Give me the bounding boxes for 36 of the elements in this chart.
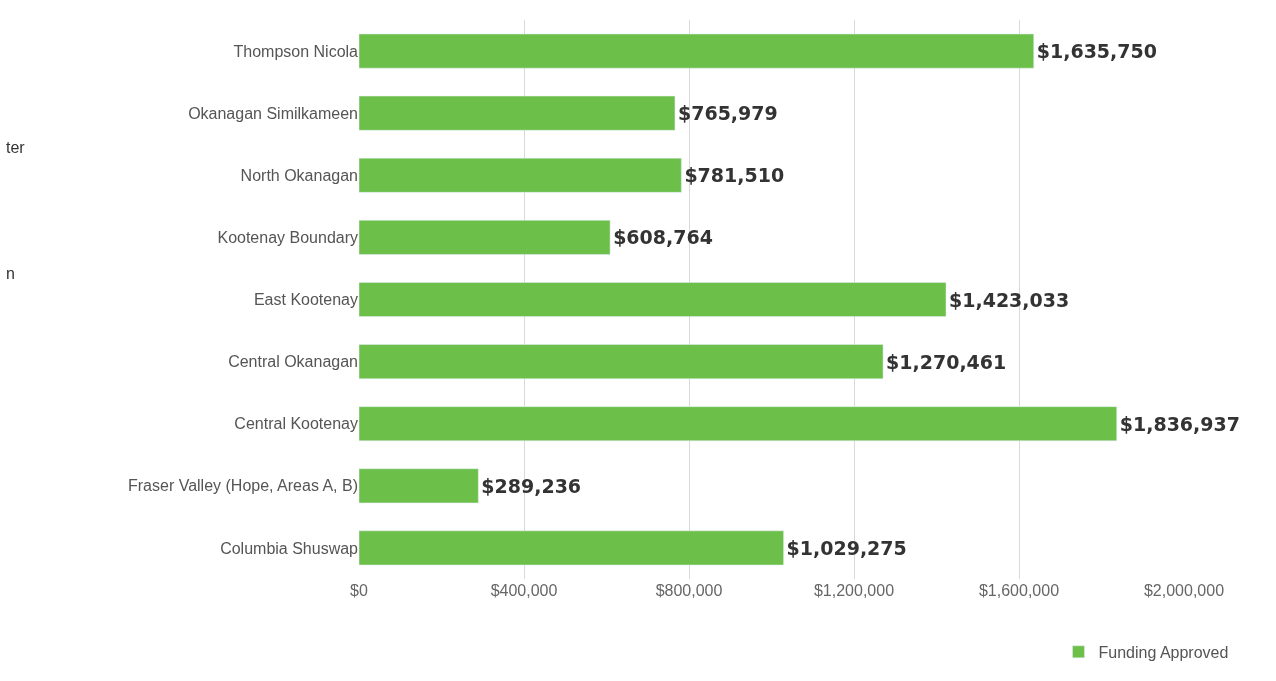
data-label: $1,029,275 (786, 536, 907, 559)
bar (359, 406, 1117, 442)
x-tick-label: $1,200,000 (813, 582, 895, 599)
bar (359, 157, 682, 193)
data-label: $1,836,937 (1119, 412, 1240, 435)
legend-label: Funding Approved (1098, 644, 1229, 662)
data-label: $781,510 (684, 164, 785, 187)
y-tick-label: Fraser Valley (Hope, Areas A, B) (127, 477, 358, 495)
data-label: $765,979 (677, 102, 778, 125)
bar (359, 468, 479, 504)
data-label: $608,764 (613, 226, 713, 249)
y-tick-label: Central Okanagan (228, 353, 358, 371)
y-tick-label: North Okanagan (240, 166, 358, 184)
data-label: $1,635,750 (1036, 40, 1157, 63)
data-label: $1,270,461 (886, 350, 1007, 373)
x-tick-label: $800,000 (655, 582, 723, 599)
y-tick-label: Okanagan Similkameen (188, 104, 358, 122)
y-tick-label: Central Kootenay (234, 415, 358, 433)
y-tick-label: Columbia Shuswap (220, 539, 359, 557)
bar (359, 530, 784, 566)
x-tick-label: $1,600,000 (978, 582, 1060, 599)
text: n (6, 265, 15, 282)
text: ter (6, 139, 26, 156)
x-tick-label: $400,000 (490, 582, 558, 599)
data-label: $289,236 (481, 474, 582, 497)
bar (359, 33, 1034, 69)
x-tick-label: $2,000,000 (1143, 582, 1225, 599)
y-tick-label: Kootenay Boundary (217, 228, 358, 246)
data-label: $1,423,033 (949, 288, 1070, 311)
bar (359, 95, 676, 131)
bar (359, 282, 947, 317)
y-tick-label: Thompson Nicola (233, 42, 359, 60)
y-tick-label: East Kootenay (253, 291, 358, 309)
bar (359, 220, 611, 255)
x-tick-label: $0 (350, 582, 368, 599)
bar (359, 344, 884, 379)
